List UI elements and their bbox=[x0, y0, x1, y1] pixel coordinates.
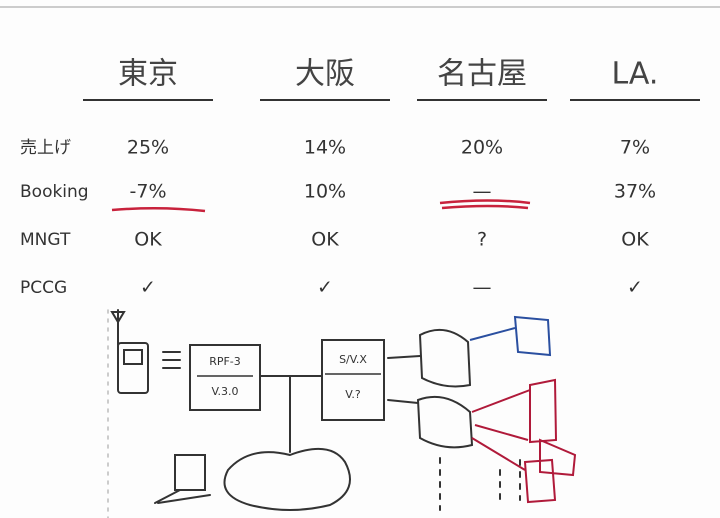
cell: OK bbox=[621, 229, 649, 251]
diagram-shapes bbox=[107, 309, 521, 518]
column-header: 東京 bbox=[118, 57, 178, 92]
red-devices bbox=[471, 378, 577, 504]
row-label: 売上げ bbox=[20, 138, 71, 158]
cell: ✓ bbox=[317, 277, 333, 299]
blue-device bbox=[469, 315, 552, 357]
cell: 25% bbox=[127, 137, 169, 159]
cell: ✓ bbox=[627, 277, 643, 299]
cell: 7% bbox=[620, 137, 650, 159]
cell: — bbox=[473, 181, 492, 203]
cell: 20% bbox=[461, 137, 503, 159]
table: 東京 大阪 名古屋 LA. 売上げ 25% 14% 20% 7% Booking -7% 10% — 37… bbox=[20, 57, 700, 299]
column-header: 大阪 bbox=[295, 57, 355, 92]
cell: 10% bbox=[304, 181, 346, 203]
cell: OK bbox=[311, 229, 339, 251]
cell: -7% bbox=[130, 181, 167, 203]
row-label: Booking bbox=[20, 182, 89, 202]
cell: OK bbox=[134, 229, 162, 251]
cell: 37% bbox=[614, 181, 656, 203]
red-underline bbox=[111, 206, 206, 213]
box-title: S/V.X bbox=[339, 353, 367, 366]
cell: ? bbox=[477, 229, 487, 251]
box-title: RPF-3 bbox=[209, 355, 241, 368]
cell: ✓ bbox=[140, 277, 156, 299]
column-header: LA. bbox=[612, 57, 659, 92]
diagram-labels: RPF-3 V.3.0 S/V.X V.? bbox=[197, 353, 381, 401]
column-header: 名古屋 bbox=[437, 57, 527, 92]
red-underline bbox=[439, 199, 531, 210]
box-version: V.3.0 bbox=[211, 385, 238, 398]
box-version: V.? bbox=[345, 388, 361, 401]
row-label: PCCG bbox=[20, 278, 67, 298]
cell: 14% bbox=[304, 137, 346, 159]
cell: — bbox=[473, 277, 492, 299]
row-label: MNGT bbox=[20, 230, 71, 250]
